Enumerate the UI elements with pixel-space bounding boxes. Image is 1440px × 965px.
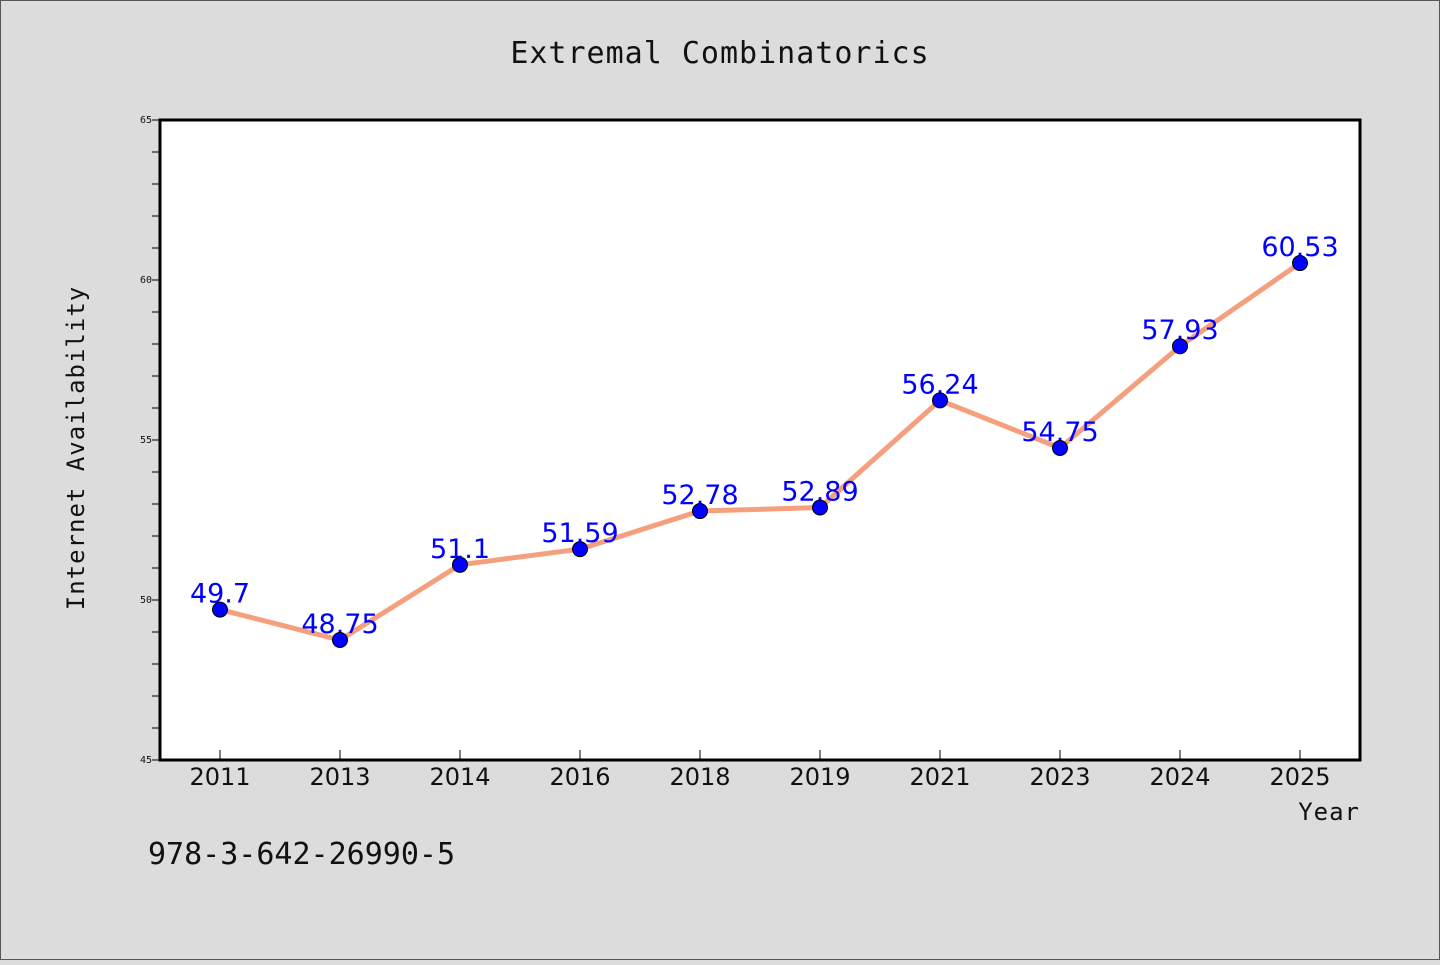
y-axis-label: Internet Availability: [62, 286, 90, 610]
x-tick-label: 2019: [789, 763, 850, 791]
data-point: [332, 632, 348, 648]
y-tick-label: 65: [140, 115, 152, 126]
y-tick-label: 50: [140, 595, 152, 606]
y-tick-label: 45: [140, 755, 152, 766]
x-axis-label: Year: [1298, 798, 1360, 826]
x-tick-label: 2025: [1269, 763, 1330, 791]
data-point: [1172, 338, 1188, 355]
x-tick-label: 2016: [549, 763, 610, 791]
x-tick-label: 2018: [669, 763, 730, 791]
data-point: [692, 503, 708, 520]
series-line: [217, 260, 1303, 643]
x-axis-ticks: 2011 2013 2014 2016 2018 2019 2021 2023 2024 2025: [189, 750, 1331, 791]
y-axis-ticks: 45 50 55 60 65: [140, 115, 160, 766]
isbn-annotation: 978-3-642-26990-5: [148, 837, 455, 872]
x-tick-label: 2021: [909, 763, 970, 791]
data-point: [1052, 440, 1068, 456]
data-point: [932, 392, 948, 409]
data-point: [1292, 255, 1308, 272]
y-tick-label: 60: [140, 275, 152, 286]
data-point: [572, 541, 588, 558]
x-tick-label: 2024: [1149, 763, 1210, 791]
data-point: [212, 601, 228, 618]
x-tick-label: 2013: [309, 763, 370, 791]
plot-area: [158, 118, 1362, 762]
x-tick-label: 2023: [1029, 763, 1090, 791]
x-tick-label: 2011: [189, 763, 250, 791]
data-point: [452, 556, 468, 573]
y-tick-label: 55: [140, 435, 152, 446]
chart-title: Extremal Combinatorics: [510, 36, 929, 71]
series-layer: [217, 260, 1303, 643]
data-point: [812, 499, 828, 516]
x-tick-label: 2014: [429, 763, 490, 791]
